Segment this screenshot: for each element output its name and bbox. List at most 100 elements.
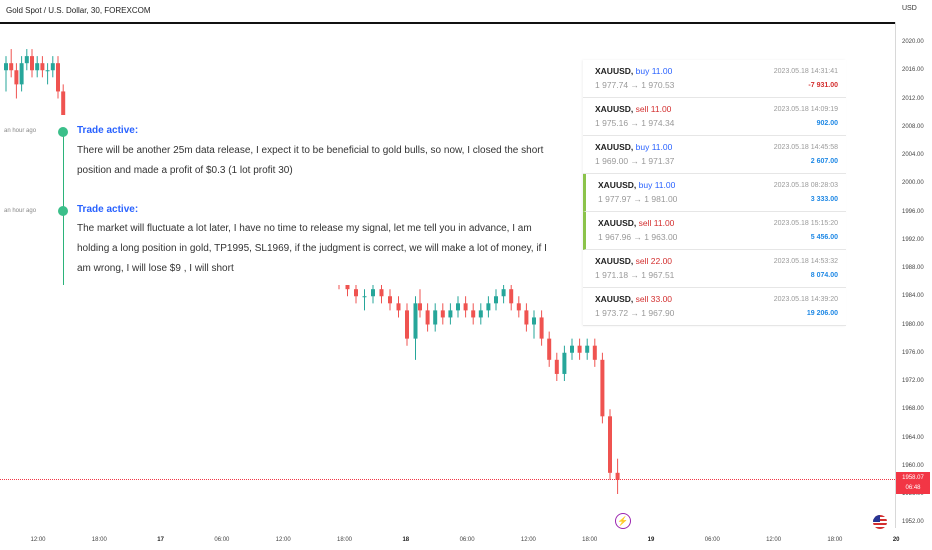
trade-symbol: XAUUSD, buy 11.00 [595,66,673,76]
trade-row[interactable]: XAUUSD, buy 11.00 2023.05.18 14:45:58 1 96… [583,136,846,174]
update-text: The market will fluctuate a lot later, I… [77,223,547,274]
candle-body [24,56,29,64]
price-tick-label: 1956.00 [902,491,924,497]
price-tick-label: 1972.00 [902,378,924,384]
chart-header: Gold Spot / U.S. Dollar, 30, FOREXCOM [0,0,895,24]
price-tick-label: 1992.00 [902,236,924,243]
trade-symbol: XAUUSD, sell 33.00 [595,294,673,304]
trade-row[interactable]: XAUUSD, sell 11.00 2023.05.18 14:09:19 1 9… [583,98,846,136]
time-tick-label: 06:00 [214,537,230,543]
candle-body [615,472,620,480]
update-heading: Trade active: [77,125,139,136]
candle-body [577,345,582,353]
trade-direction: sell 33.00 [635,294,673,304]
timeline-dot [58,206,68,216]
price-tick-label: 1988.00 [902,265,924,271]
candle-body [524,310,529,325]
us-flag-icon[interactable] [873,515,887,529]
trade-date: 2023.05.18 14:39:20 [773,296,838,303]
price-tick-label: 2012.00 [902,95,924,102]
candle-body [30,56,34,71]
candle-body [532,317,536,325]
trade-profit: 2 607.00 [810,158,838,165]
price-tick-label: 1952.00 [902,519,924,526]
time-tick-label: 17 [157,537,164,543]
trade-row[interactable]: XAUUSD, buy 11.00 2023.05.18 14:31:41 1 97… [583,60,846,98]
candle-body [448,310,453,318]
trade-profit: -7 931.00 [808,82,838,89]
time-tick-label: 12:00 [520,537,536,543]
candle-body [494,296,498,304]
symbol-title[interactable]: Gold Spot / U.S. Dollar, 30, FOREXCOM [6,6,151,15]
trade-date: 2023.05.18 14:31:41 [773,68,838,75]
candle-body [562,352,567,374]
trade-date: 2023.05.18 14:45:58 [773,144,838,151]
lightning-icon[interactable]: ⚡ [615,513,631,529]
time-tick-label: 18:00 [91,537,107,543]
time-tick-label: 06:00 [704,537,720,543]
price-tick-label: 1968.00 [902,406,924,413]
candle-body [509,289,514,304]
candle-body [9,63,14,71]
candle-body [40,63,45,71]
bar-countdown: 06:48 [905,485,921,491]
candle-body [425,310,430,325]
price-tick-label: 1976.00 [902,349,924,356]
candle-body [14,70,19,85]
price-tick-label: 1980.00 [902,321,924,328]
time-tick-label: 18:00 [827,537,843,543]
candle-body [371,289,375,297]
trade-direction: buy 11.00 [635,142,673,152]
candle-body [433,310,438,325]
candle-body [418,303,422,311]
trade-symbol: XAUUSD, sell 22.00 [595,256,673,266]
candle-body [600,359,605,417]
candle-body [354,289,358,297]
price-tick-label: 1996.00 [902,208,924,215]
candle-body [585,345,590,353]
trade-row[interactable]: XAUUSD, sell 33.00 2023.05.18 14:39:20 1 9… [583,288,846,326]
trade-row[interactable]: XAUUSD, buy 11.00 2023.05.18 08:28:03 1 97… [583,174,846,212]
price-tick-label: 2004.00 [902,152,924,158]
candle-body [4,63,8,71]
trade-date: 2023.05.18 14:53:32 [773,258,838,265]
time-tick-label: 18 [402,537,410,543]
price-tick-label: 2020.00 [902,39,924,45]
time-tick-label: 18:00 [336,537,353,543]
trade-price-range: 1 977.97 → 1 981.00 [598,194,678,204]
trade-direction: sell 22.00 [635,256,673,266]
candle-body [440,310,445,318]
candle-body [388,296,392,304]
current-price-value: 1958.07 [902,475,924,481]
timeline-dot [58,127,68,137]
trade-price-range: 1 973.72 → 1 967.90 [595,308,675,318]
trade-price-range: 1 971.18 → 1 967.51 [595,270,675,280]
trade-profit: 902.00 [816,120,838,127]
candle-body [547,338,552,360]
candle-body [345,282,350,290]
price-tick-label: 2008.00 [902,123,924,130]
trade-row[interactable]: XAUUSD, sell 22.00 2023.05.18 14:53:32 1 9… [583,250,846,288]
currency-label[interactable]: USD [902,5,917,12]
time-tick-label: 19 [647,537,655,543]
trade-row[interactable]: XAUUSD, sell 11.00 2023.05.18 15:15:20 1 9… [583,212,846,250]
trade-direction: buy 11.00 [638,180,676,190]
candle-body [61,91,66,120]
candle-body [19,63,24,85]
idea-updates-panel: an hour ago Trade active: There will be … [0,115,565,285]
candle-body [50,63,55,71]
candle-body [501,289,506,297]
candle-body [592,345,597,360]
trade-profit: 5 456.00 [810,234,838,241]
time-tick-label: 12:00 [766,537,782,543]
candle-body [539,317,544,339]
candle-body [570,345,574,353]
trade-date: 2023.05.18 15:15:20 [773,220,838,227]
price-axis[interactable]: 2020.00 2016.00 2012.00 2008.00 2004.00 2000.… [895,22,932,528]
candle-body [413,303,418,339]
candle-body [478,310,483,318]
trade-price-range: 1 967.96 → 1 963.00 [598,232,678,242]
update-time: an hour ago [4,208,37,214]
candle-body [516,303,521,311]
trade-symbol: XAUUSD, sell 11.00 [595,104,672,114]
